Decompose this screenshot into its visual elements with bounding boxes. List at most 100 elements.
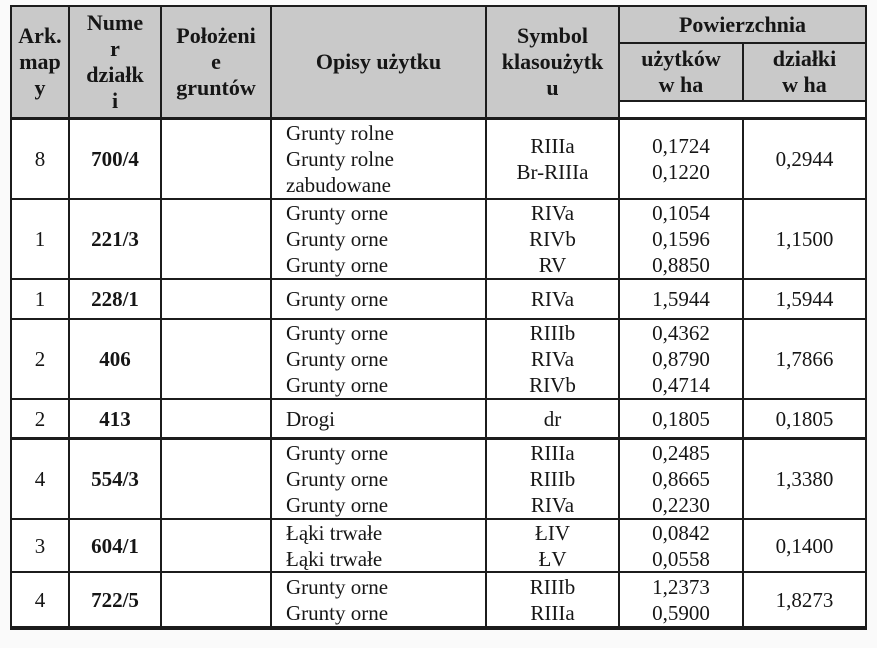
class-symbol: dr [543,406,562,431]
use-area: 0,1724 [652,134,710,158]
class-symbol-cell: RIIIa RIIIb RIVa [487,440,620,518]
table-row: 4 554/3 Grunty orne Grunty orne Grunty o… [12,440,865,520]
header-powierzchnia-subrow: użytków w ha działki w ha [620,44,865,102]
landuse-description-cell: Grunty rolne Grunty rolne zabudowane [272,120,487,198]
landuse-description: Grunty rolne [286,121,394,145]
class-symbol: RV [538,253,567,277]
use-area-cell: 0,2485 0,8665 0,2230 [620,440,744,518]
use-area: 1,5944 [652,287,710,311]
header-powierzchnia: Powierzchnia [620,7,865,44]
location-cell [162,280,272,318]
parcel-number-cell: 604/1 [70,520,162,571]
table-row: 8 700/4 Grunty rolne Grunty rolne zabudo… [12,120,865,200]
header-numer-dzialki: Nume r działk i [70,7,162,117]
class-symbol: ŁV [538,546,567,571]
landuse-description-cell: Drogi [272,400,487,437]
ark-cell: 2 [12,400,70,437]
use-area: 0,2230 [652,493,710,517]
parcel-area-cell: 0,2944 [775,147,834,171]
use-area-cell: 1,5944 [620,280,744,318]
use-area: 0,8790 [652,347,710,371]
location-cell [162,440,272,518]
table-header: Ark. map y Nume r działk i Położeni e gr… [12,7,865,120]
parcel-area-cell: 1,5944 [775,287,834,311]
landuse-description: Grunty orne [286,467,389,491]
landuse-description: Grunty orne [286,493,389,517]
parcel-number-cell: 221/3 [70,200,162,278]
header-polozenie-gruntow: Położeni e gruntów [162,7,272,117]
table-row: 1 228/1 Grunty orne RIVa 1,5944 1,5944 [12,280,865,320]
landuse-description: Łąki trwałe [286,546,383,571]
use-area: 0,1220 [652,160,710,184]
class-symbol-cell: RIVa RIVb RV [487,200,620,278]
class-symbol: RIVa [530,347,575,371]
use-area: 0,1596 [652,227,710,251]
location-cell [162,320,272,398]
header-opisy-uzytku: Opisy użytku [272,7,487,117]
use-area: 0,8850 [652,253,710,277]
table-row: 1 221/3 Grunty orne Grunty orne Grunty o… [12,200,865,280]
landuse-description: Grunty orne [286,321,389,345]
landuse-description: Grunty orne [286,347,389,371]
ark-cell: 1 [12,200,70,278]
parcel-number-cell: 406 [70,320,162,398]
ark-cell: 1 [12,280,70,318]
use-area-cell: 0,1054 0,1596 0,8850 [620,200,744,278]
class-symbol-cell: ŁIV ŁV [487,520,620,571]
use-area-cell: 1,2373 0,5900 [620,573,744,626]
use-area: 0,8665 [652,467,710,491]
header-dzialki-w-ha: działki w ha [772,46,837,97]
class-symbol: RIVa [530,493,575,517]
landuse-description: Grunty orne [286,373,389,397]
class-symbol: RIVa [530,201,575,225]
use-area: 0,1054 [652,201,710,225]
use-area: 0,2485 [652,441,710,465]
use-area: 0,1805 [652,406,710,431]
landuse-description: Grunty orne [286,227,389,251]
use-area: 1,2373 [652,574,710,599]
parcel-area-cell: 0,1400 [775,533,834,558]
location-cell [162,573,272,626]
parcel-number-cell: 722/5 [70,573,162,626]
landuse-description: Grunty orne [286,441,389,465]
class-symbol: Br-RIIIa [516,160,589,184]
use-area-cell: 0,4362 0,8790 0,4714 [620,320,744,398]
landuse-description-cell: Grunty orne [272,280,487,318]
landuse-description: Łąki trwałe [286,520,383,545]
parcel-area-cell: 1,1500 [775,227,834,251]
parcel-area-cell: 0,1805 [775,406,834,431]
ark-cell: 2 [12,320,70,398]
ark-cell: 3 [12,520,70,571]
landuse-description: Grunty orne [286,574,389,599]
use-area: 0,0558 [652,546,710,571]
parcel-area-cell: 1,3380 [775,467,834,491]
ark-cell: 4 [12,440,70,518]
class-symbol-cell: RIIIb RIIIa [487,573,620,626]
table-row: 3 604/1 Łąki trwałe Łąki trwałe ŁIV ŁV 0… [12,520,865,573]
table-row: 2 413 Drogi dr 0,1805 0,1805 [12,400,865,440]
use-area: 0,4362 [652,321,710,345]
class-symbol: RIIIa [530,134,575,158]
class-symbol: ŁIV [535,520,570,545]
class-symbol-cell: RIIIb RIVa RIVb [487,320,620,398]
parcel-area-cell: 1,8273 [775,587,834,612]
use-area-cell: 0,1724 0,1220 [620,120,744,198]
land-use-table: Ark. map y Nume r działk i Położeni e gr… [10,5,867,630]
class-symbol-cell: dr [487,400,620,437]
location-cell [162,120,272,198]
ark-cell: 8 [12,120,70,198]
landuse-description: Grunty rolne zabudowane [286,147,394,197]
class-symbol-cell: RIIIa Br-RIIIa [487,120,620,198]
landuse-description: Grunty orne [286,600,389,625]
parcel-number-cell: 700/4 [70,120,162,198]
landuse-description-cell: Grunty orne Grunty orne Grunty orne [272,440,487,518]
landuse-description: Grunty orne [286,287,389,311]
use-area: 0,4714 [652,373,710,397]
header-powierzchnia-group: Powierzchnia użytków w ha działki w ha [620,7,865,117]
class-symbol-cell: RIVa [487,280,620,318]
parcel-number-cell: 413 [70,400,162,437]
landuse-description: Drogi [286,406,335,431]
use-area: 0,0842 [652,520,710,545]
use-area-cell: 0,1805 [620,400,744,437]
